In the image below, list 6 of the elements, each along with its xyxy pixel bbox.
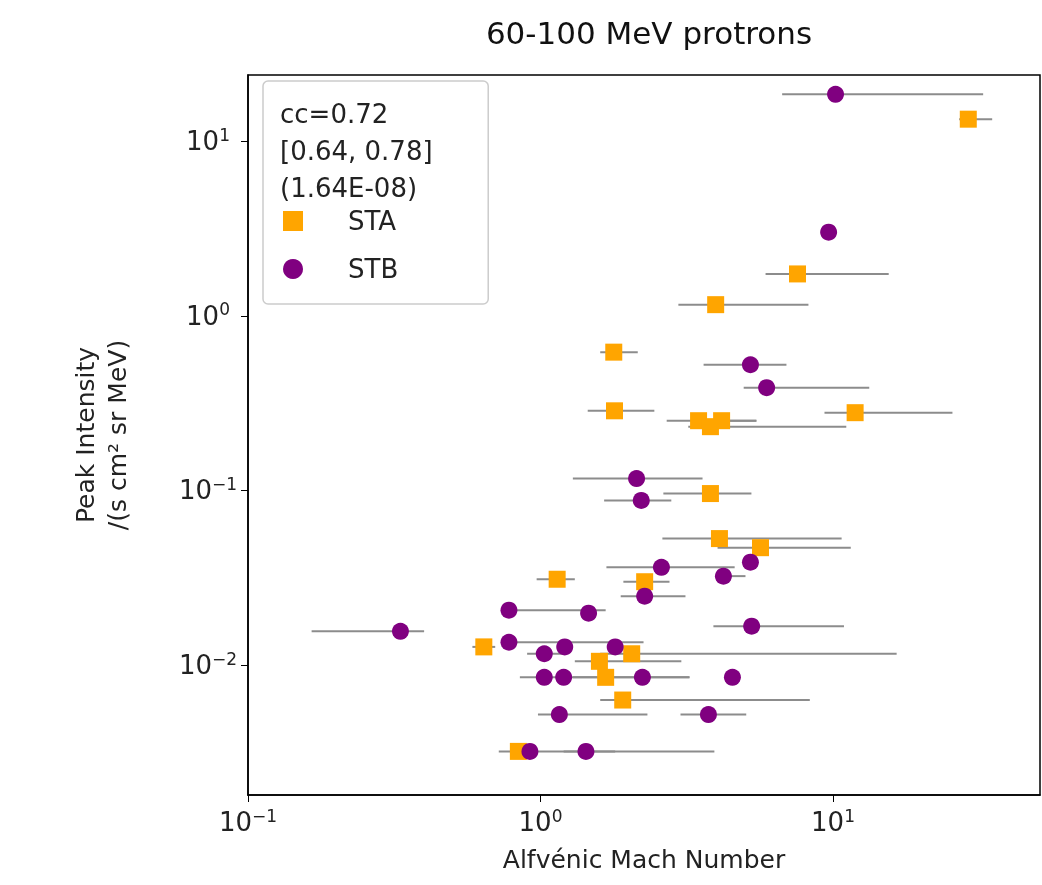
legend-title: cc=0.72 [0.64, 0.78] (1.64E-08) [280, 98, 433, 203]
y-axis-title: Peak Intensity /(s cm² sr MeV) [70, 339, 132, 531]
legend-label: STB [348, 254, 399, 284]
chart-title: 60-100 MeV protrons [485, 14, 813, 51]
legend-label: STA [348, 206, 397, 236]
x-axis-title: Alfvénic Mach Number [502, 845, 786, 874]
